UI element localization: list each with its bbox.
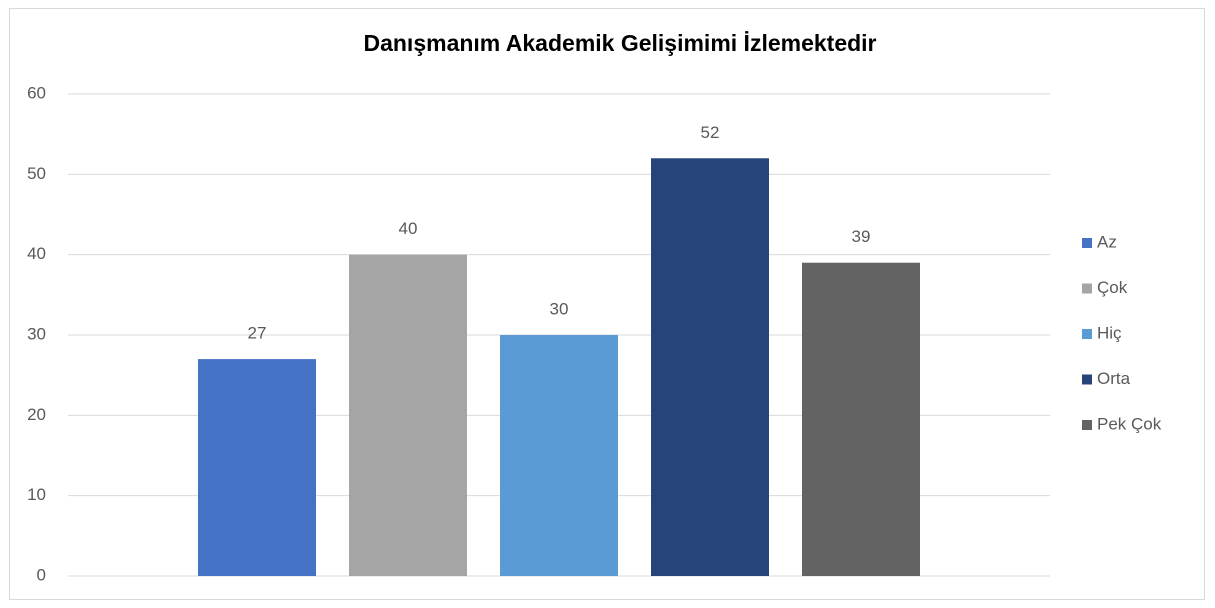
data-label: 39 (852, 227, 871, 246)
legend-label: Çok (1097, 278, 1128, 297)
data-label: 30 (550, 299, 569, 318)
legend-swatch (1082, 374, 1092, 385)
y-tick-label: 0 (37, 565, 46, 584)
y-tick-label: 30 (27, 324, 46, 343)
chart-title: Danışmanım Akademik Gelişimimi İzlemekte… (363, 30, 876, 56)
legend-label: Pek Çok (1097, 414, 1162, 433)
legend-swatch (1082, 283, 1092, 294)
legend-label: Az (1097, 232, 1117, 251)
bar (198, 359, 316, 576)
legend-swatch (1082, 420, 1092, 430)
y-tick-label: 20 (27, 405, 46, 424)
legend-label: Hiç (1097, 323, 1122, 342)
y-tick-label: 10 (27, 485, 46, 504)
y-tick-label: 60 (27, 83, 46, 102)
y-tick-label: 50 (27, 164, 46, 183)
data-label: 40 (399, 219, 418, 238)
y-tick-label: 40 (27, 244, 46, 263)
bar (651, 158, 769, 576)
legend-swatch (1082, 329, 1092, 339)
bar (500, 335, 618, 576)
bar (802, 262, 920, 576)
data-label: 27 (248, 324, 267, 343)
data-label: 52 (701, 123, 720, 142)
legend-label: Orta (1097, 369, 1131, 388)
legend-swatch (1082, 238, 1092, 248)
bar (349, 254, 467, 576)
